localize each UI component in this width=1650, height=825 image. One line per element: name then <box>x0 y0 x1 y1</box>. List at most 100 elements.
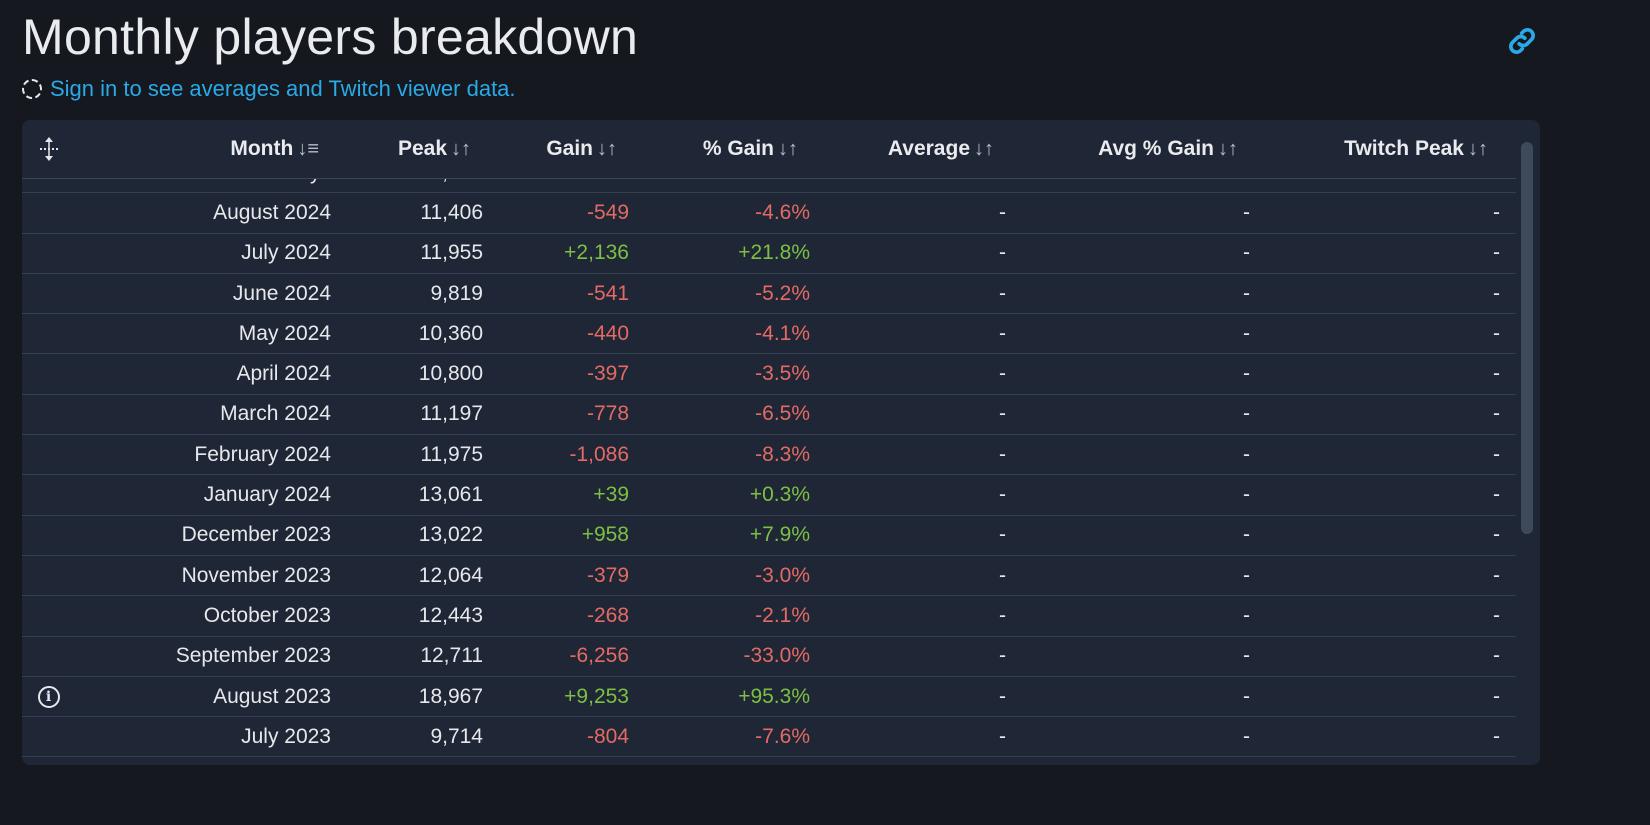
column-label: Gain <box>546 137 593 160</box>
average-cell: - <box>822 179 1018 192</box>
avg-pct-gain-cell: - <box>1243 200 1250 224</box>
table-row: November 2023 12,064 -379 -3.0% - - - <box>22 556 1516 597</box>
avg-pct-gain-cell: - <box>1243 724 1250 748</box>
column-header-month[interactable]: Month ↓≡ <box>75 120 343 178</box>
link-icon[interactable] <box>1505 24 1539 58</box>
twitch-peak-cell: - <box>1493 523 1500 547</box>
twitch-peak-cell: - <box>1493 603 1500 627</box>
month-cell: July 2023 <box>241 724 331 748</box>
average-cell: - <box>999 402 1006 426</box>
row-info-cell <box>22 354 75 393</box>
page-title: Monthly players breakdown <box>22 9 639 65</box>
gain-cell: -268 <box>586 603 629 627</box>
twitch-peak-cell: - <box>1262 179 1512 192</box>
pct-gain-cell: -2.1% <box>755 603 810 627</box>
peak-cell: 13,061 <box>418 483 483 507</box>
month-cell: November 2023 <box>181 563 331 587</box>
row-info-cell <box>22 179 75 192</box>
column-label: Month <box>230 137 294 160</box>
peak-cell: 11,955 <box>420 241 483 265</box>
column-header-pct-gain[interactable]: % Gain ↓↑ <box>641 120 822 178</box>
column-label: Twitch Peak <box>1344 137 1464 160</box>
sort-icon: ↓↑ <box>778 137 798 160</box>
avg-pct-gain-cell: - <box>1243 362 1250 386</box>
average-cell: - <box>999 483 1006 507</box>
average-cell: - <box>999 644 1006 668</box>
avg-pct-gain-cell: - <box>1243 402 1250 426</box>
peak-cell: 11,197 <box>420 402 483 426</box>
expand-rows-button[interactable] <box>22 120 75 178</box>
month-cell: January 2024 <box>203 483 331 507</box>
gain-cell: -541 <box>586 281 629 305</box>
table-row: June 2024 9,819 -541 -5.2% - - - <box>22 274 1516 315</box>
month-cell: Last 30 days <box>75 179 343 192</box>
pct-gain-cell: -6.5% <box>755 402 810 426</box>
gain-cell: +2,136 <box>564 241 629 265</box>
column-header-avg-pct-gain[interactable]: Avg % Gain ↓↑ <box>1018 120 1262 178</box>
column-label: Average <box>887 137 970 160</box>
table-row: August 2024 11,406 -549 -4.6% - - - <box>22 193 1516 234</box>
pct-gain-cell: +7.9% <box>749 523 810 547</box>
month-cell: April 2024 <box>236 362 331 386</box>
column-header-peak[interactable]: Peak ↓↑ <box>343 120 495 178</box>
peak-cell: 11,406 <box>420 200 483 224</box>
pct-gain-cell: -4.6% <box>755 200 810 224</box>
sort-desc-icon: ↓≡ <box>297 137 319 160</box>
sort-icon: ↓↑ <box>1468 137 1488 160</box>
pct-gain-cell: 0.0% <box>641 179 822 192</box>
sort-icon: ↓↑ <box>1218 137 1238 160</box>
month-cell: August 2024 <box>213 200 331 224</box>
row-info-cell <box>22 717 75 756</box>
twitch-peak-cell: - <box>1493 321 1500 345</box>
average-cell: - <box>999 684 1006 708</box>
twitch-peak-cell: - <box>1493 241 1500 265</box>
row-info-cell <box>22 516 75 555</box>
avg-pct-gain-cell: - <box>1243 442 1250 466</box>
average-cell: - <box>999 200 1006 224</box>
scrollbar-thumb[interactable] <box>1521 142 1533 534</box>
column-header-average[interactable]: Average ↓↑ <box>822 120 1018 178</box>
column-header-gain[interactable]: Gain ↓↑ <box>495 120 641 178</box>
sort-icon: ↓↑ <box>451 137 471 160</box>
row-info-cell <box>22 475 75 514</box>
pct-gain-cell: -33.0% <box>743 644 810 668</box>
peak-cell: 11,975 <box>420 442 483 466</box>
sign-in-link[interactable]: Sign in to see averages and Twitch viewe… <box>22 76 516 102</box>
column-header-twitch-peak[interactable]: Twitch Peak ↓↑ <box>1262 120 1512 178</box>
average-cell: - <box>999 724 1006 748</box>
info-icon[interactable]: i <box>37 685 60 708</box>
peak-cell: 10,800 <box>418 362 483 386</box>
average-cell: - <box>999 523 1006 547</box>
month-cell: September 2023 <box>175 644 331 668</box>
peak-cell: 9,714 <box>430 724 483 748</box>
month-cell: October 2023 <box>203 603 331 627</box>
gain-cell: +39 <box>593 483 629 507</box>
sort-icon: ↓↑ <box>974 137 994 160</box>
gain-cell: -379 <box>586 563 629 587</box>
sort-icon: ↓↑ <box>597 137 617 160</box>
table-header: Month ↓≡ Peak ↓↑ Gain ↓↑ % Gain ↓↑ Average ↓↑… <box>22 120 1516 179</box>
avg-pct-gain-cell: - <box>1243 241 1250 265</box>
month-cell: March 2024 <box>220 402 331 426</box>
gain-cell: -1,086 <box>569 442 629 466</box>
table-row: Last 30 days11,40600.0%--- <box>22 179 1516 194</box>
gain-cell: +958 <box>581 523 629 547</box>
table-row: December 2023 13,022 +958 +7.9% - - - <box>22 516 1516 556</box>
column-label: Peak <box>397 137 447 160</box>
gain-cell: -549 <box>586 200 629 224</box>
avg-pct-gain-cell: - <box>1243 684 1250 708</box>
peak-cell: 11,406 <box>343 179 495 192</box>
monthly-table: Month ↓≡ Peak ↓↑ Gain ↓↑ % Gain ↓↑ Average ↓↑… <box>22 120 1540 765</box>
row-info-cell <box>22 193 75 232</box>
pct-gain-cell: -3.0% <box>755 563 810 587</box>
pct-gain-cell: +0.3% <box>749 483 810 507</box>
row-info-cell: i <box>22 677 75 716</box>
table-row: February 2024 11,975 -1,086 -8.3% - - - <box>22 435 1516 476</box>
pct-gain-cell: -8.3% <box>755 442 810 466</box>
gain-cell: 0 <box>495 179 641 192</box>
pct-gain-cell: -7.6% <box>755 724 810 748</box>
gain-cell: -397 <box>586 362 629 386</box>
twitch-peak-cell: - <box>1493 281 1500 305</box>
avg-pct-gain-cell: - <box>1243 321 1250 345</box>
average-cell: - <box>999 563 1006 587</box>
